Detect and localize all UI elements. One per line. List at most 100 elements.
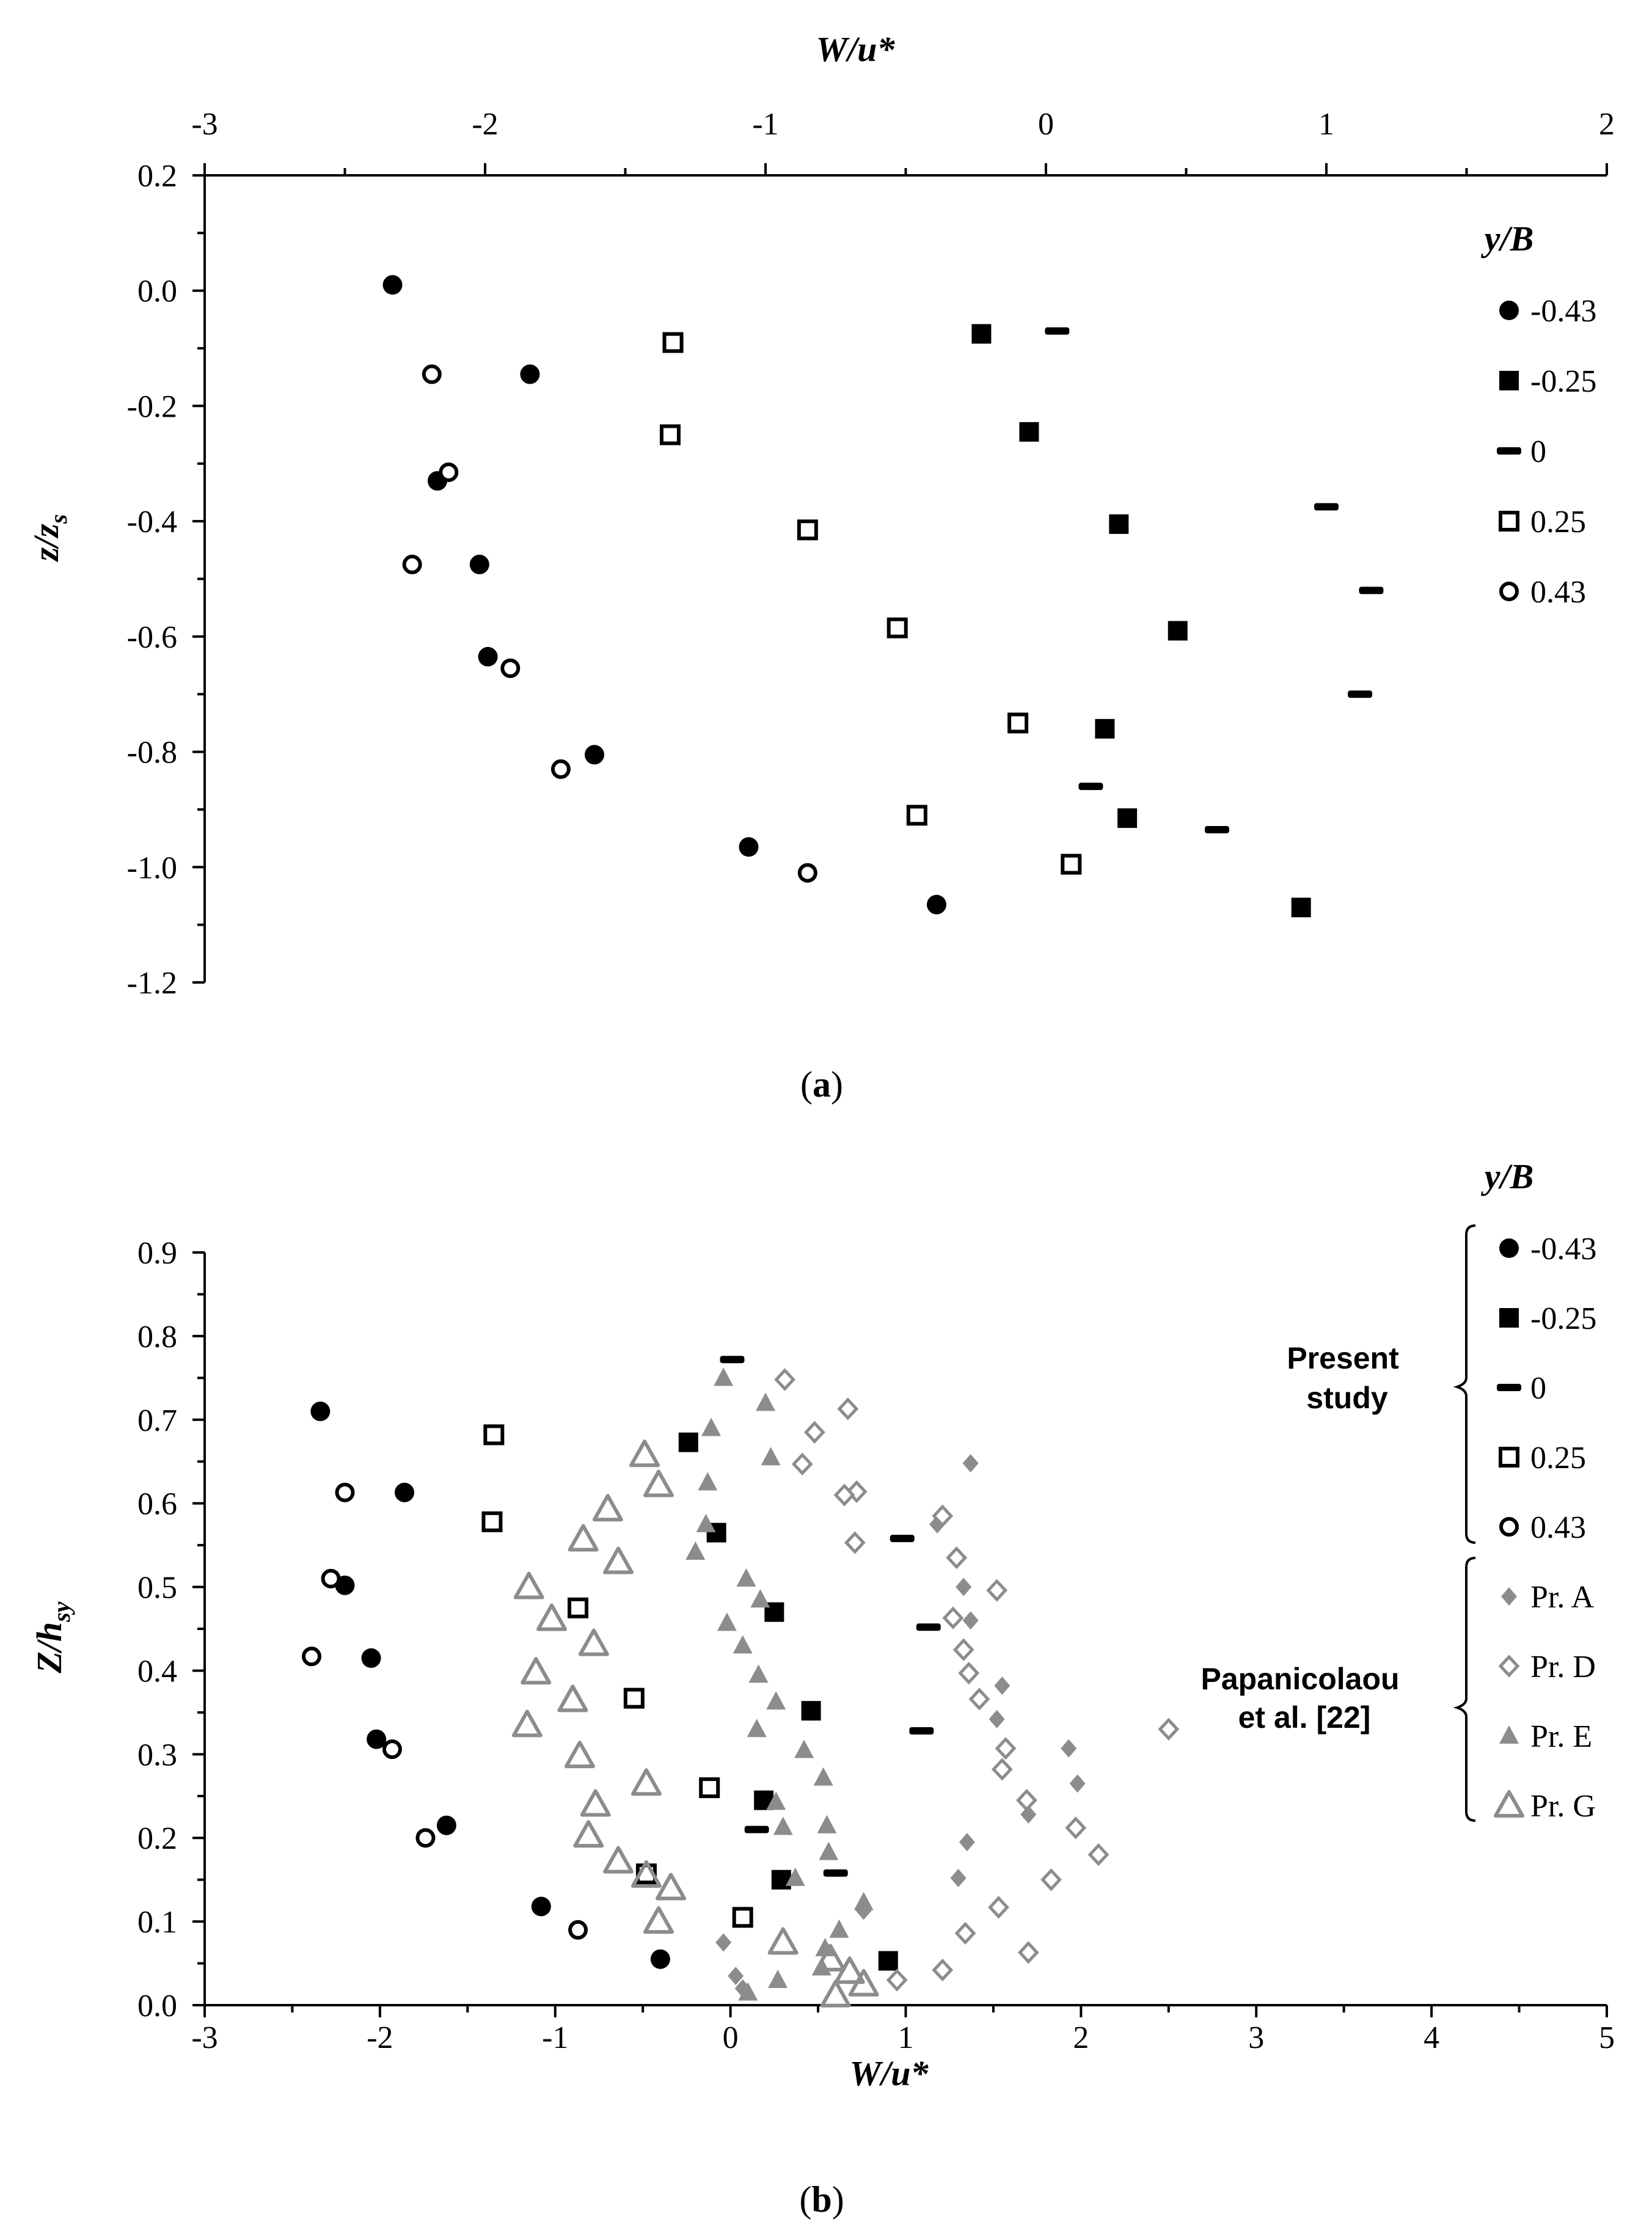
b-point-pr-d: [986, 1579, 1008, 1602]
b-point-pr-e: [750, 1589, 770, 1608]
b-point-pr-e: [813, 1767, 833, 1786]
b-point-pr-e: [768, 1969, 788, 1988]
b-point-pr-d: [952, 1638, 974, 1661]
b-point-pr-e: [701, 1417, 722, 1436]
b-y-tick-label: 0.7: [137, 1403, 177, 1438]
b-series-025: [678, 1432, 898, 1971]
b-point-pr-g: [603, 1846, 634, 1874]
b-point-pr-d: [886, 1969, 908, 1992]
a-x-tick-label: 2: [1599, 107, 1615, 142]
b-point-pr-g: [834, 1956, 865, 1984]
b-y-axis-title: Z/hsy: [29, 1601, 75, 1673]
a-point-025: [1291, 897, 1311, 918]
a-x-tick-label: 1: [1318, 107, 1334, 142]
b-point-pr-d: [988, 1896, 1009, 1919]
b-point-pr-a: [728, 1967, 744, 1986]
a-x-tick-labels: -3 -2 -1 0 1 2: [191, 107, 1615, 142]
b-x-axis-title: W/u*: [850, 2053, 929, 2093]
b-point-pr-e: [773, 1816, 793, 1835]
b-legend-label-pr-g: Pr. G: [1530, 1789, 1596, 1824]
b-x-tick-label: 2: [1073, 2020, 1089, 2055]
b-point-043: [310, 1402, 331, 1422]
b-legend-label-0: 0: [1530, 1371, 1546, 1406]
b-y-tick-label: 0.2: [137, 1821, 177, 1856]
b-point-pr-g: [848, 1969, 879, 1997]
b-legend-label-025: 0.25: [1530, 1441, 1586, 1475]
a-caption: (a): [800, 1064, 843, 1105]
b-legend-label-043: -0.43: [1530, 1232, 1596, 1267]
b-point-pr-e: [829, 1919, 849, 1938]
b-y-tick-label: 0.6: [137, 1487, 177, 1522]
a-point-043: [422, 364, 442, 384]
b-point-043: [367, 1729, 387, 1749]
a-point-025: [906, 805, 927, 826]
b-point-pr-d: [968, 1687, 990, 1711]
b-point-pr-g: [643, 1906, 674, 1934]
b-point-pr-e: [815, 1937, 835, 1956]
b-x-tick-label: 3: [1248, 2020, 1264, 2055]
a-point-025: [1019, 422, 1039, 442]
b-axes: [192, 1251, 1608, 2017]
a-point-043: [550, 759, 571, 779]
b-point-0: [890, 1535, 915, 1543]
a-series-025: [659, 332, 1082, 875]
b-point-043: [568, 1920, 588, 1940]
b-point-025: [699, 1777, 720, 1799]
b-point-pr-g: [521, 1657, 552, 1685]
b-point-0: [916, 1623, 941, 1631]
a-point-043: [402, 554, 422, 574]
b-series-pr-d: [774, 1368, 1180, 1992]
b-y-tick-labels: 0.0 0.1 0.2 0.3 0.4 0.5 0.6 0.7 0.8 0.9: [137, 1236, 177, 2023]
b-legend-label-025: -0.25: [1530, 1301, 1596, 1336]
b-point-pr-a: [1020, 1805, 1037, 1824]
a-axes: [192, 163, 1608, 984]
b-point-pr-g: [592, 1494, 623, 1522]
b-point-pr-e: [794, 1739, 814, 1758]
b-point-pr-d: [958, 1661, 980, 1685]
b-point-pr-e: [756, 1392, 775, 1411]
b-point-043: [415, 1828, 436, 1848]
a-y-tick-label: -0.2: [127, 389, 177, 424]
a-legend-marker-043: [1499, 582, 1519, 601]
a-x-axis-title: W/u*: [816, 29, 896, 69]
b-point-pr-a: [1061, 1739, 1077, 1758]
b-point-pr-d: [942, 1606, 964, 1629]
b-legend-group-present: Present study: [1287, 1341, 1407, 1415]
b-legend-bracket-papanicolaou: [1453, 1557, 1476, 1822]
b-point-pr-e: [766, 1791, 786, 1810]
b-point-pr-e: [685, 1541, 706, 1560]
a-point-0: [1359, 587, 1384, 594]
b-point-pr-a: [1069, 1774, 1086, 1793]
a-y-tick-label: -0.8: [127, 736, 177, 770]
b-legend-marker-043: [1499, 1238, 1519, 1258]
b-x-tick-label: 5: [1599, 2020, 1615, 2055]
a-legend-label-043: 0.43: [1530, 575, 1586, 610]
b-point-pr-g: [629, 1439, 660, 1468]
b-point-043: [395, 1482, 415, 1502]
b-legend-title: y/B: [1481, 1157, 1534, 1196]
b-legend-label-pr-a: Pr. A: [1530, 1580, 1594, 1615]
b-legend-marker-025: [1499, 1308, 1519, 1328]
b-point-pr-a: [959, 1833, 975, 1852]
b-point-043: [531, 1896, 551, 1917]
b-point-pr-a: [715, 1933, 732, 1952]
a-series-0: [1045, 327, 1384, 833]
a-point-043: [478, 646, 498, 667]
a-y-axis-title: z/zs: [26, 514, 72, 563]
b-y-tick-label: 0.1: [137, 1905, 177, 1940]
b-x-tick-label: 1: [898, 2020, 914, 2055]
a-y-axis-title-main: z/z: [26, 524, 66, 563]
b-point-0: [823, 1869, 848, 1877]
b-point-pr-e: [717, 1612, 737, 1631]
b-point-pr-g: [603, 1546, 634, 1574]
b-x-tick-label: 4: [1424, 2020, 1439, 2055]
a-point-043: [382, 275, 403, 295]
b-point-0: [744, 1826, 769, 1833]
a-y-tick-labels: 0.2 0.0 -0.2 -0.4 -0.6 -0.8 -1.0 -1.2: [127, 159, 177, 1001]
b-point-pr-g: [580, 1789, 611, 1817]
a-point-043: [739, 837, 759, 857]
b-point-pr-g: [767, 1927, 799, 1955]
b-point-025: [878, 1951, 898, 1971]
b-caption: (b): [799, 2179, 844, 2220]
